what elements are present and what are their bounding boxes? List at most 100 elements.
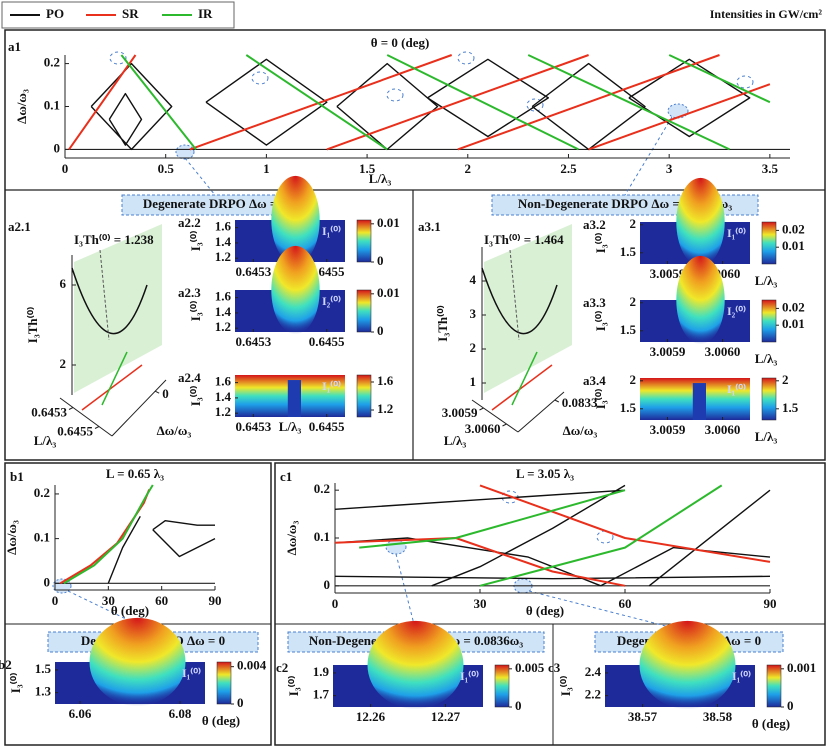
colorbar-tick-label: 0.005 [515, 660, 545, 675]
x-tick-label: 3.0059 [442, 405, 478, 420]
colorbar-tick-label: 0 [515, 698, 522, 713]
x-axis-label: L/λ₃ [369, 171, 392, 186]
leader [395, 553, 417, 633]
colorbar-tick-label: 0.001 [787, 660, 816, 675]
y-tick-label: 1.7 [313, 687, 330, 702]
x-tick-label: 6.08 [169, 706, 192, 721]
y-tick-label: 2.4 [585, 664, 602, 679]
y-tick-label: 1.6 [215, 219, 232, 234]
panel-label: a1 [8, 39, 21, 54]
y-axis-label: Δω/ω₃ [4, 520, 19, 555]
z-tick-label: 2 [470, 340, 477, 355]
x-axis-label: θ (deg) [111, 603, 149, 618]
x-tick-label: 0.6453 [235, 334, 271, 349]
panel-label: a2.4 [178, 370, 201, 385]
y-axis-label: I₃⁽⁰⁾ [593, 233, 608, 254]
panel-label: a3.4 [583, 373, 606, 388]
series-line [107, 515, 216, 584]
frame-a [4, 29, 826, 461]
inset-label: I₁⁽⁰⁾ [460, 669, 479, 683]
series-line [359, 484, 723, 587]
x-tick-label: 60 [619, 596, 632, 611]
spot [386, 88, 404, 102]
panel-label: a3.1 [418, 219, 441, 234]
y-tick-label: 0 [162, 386, 169, 401]
x-tick-label: 0 [52, 593, 59, 608]
y-tick-label: 0.1 [314, 529, 330, 544]
y-tick-label: 1.4 [215, 389, 232, 404]
panel-label: b1 [10, 469, 24, 484]
spot [457, 51, 475, 65]
x-tick-label: 12.27 [431, 709, 461, 724]
x-tick-label: 3.0060 [705, 422, 741, 437]
panel-label: a3.2 [583, 217, 606, 232]
spot [667, 103, 689, 119]
colorbar-tick-label: 1.2 [377, 401, 393, 416]
y-tick-label: 1.5 [620, 322, 637, 337]
y-tick-label: 0.2 [34, 485, 50, 500]
legend-box [1, 1, 235, 29]
heatmap-field [676, 255, 725, 345]
colorbar-tick-label: 1.5 [782, 400, 799, 415]
series-line [68, 54, 771, 151]
inset-label: I₁⁽⁰⁾ [727, 226, 746, 240]
y-axis-label: Δω/ω₃ [157, 423, 192, 438]
z-tick-label: 6 [60, 276, 67, 291]
y-tick-label: 0 [324, 577, 331, 592]
x-axis-label: L/λ₃ [755, 351, 778, 366]
colorbar-tick-label: 0 [237, 695, 244, 710]
panel-label: c2 [276, 660, 288, 675]
spot [175, 144, 195, 160]
units-note: Intensities in GW/cm² [710, 7, 823, 21]
legend-label: SR [122, 6, 139, 21]
y-tick-label: 0.1 [34, 530, 50, 545]
y-axis-label: I₃⁽⁰⁾ [188, 231, 203, 252]
curve-sr [491, 364, 553, 411]
x-tick-label: 3.0060 [705, 344, 741, 359]
colorbar [766, 664, 782, 708]
spot [736, 75, 754, 89]
heatmap-field [271, 245, 320, 335]
x-tick-label: 0 [62, 161, 69, 176]
heatmap-notch [692, 383, 706, 420]
series-line [334, 484, 771, 587]
x-axis-label: L/λ₃ [444, 433, 467, 448]
colorbar-tick-label: 0.01 [377, 285, 400, 300]
leader [509, 249, 520, 341]
x-axis-label: θ (deg) [526, 603, 564, 618]
plane [484, 224, 572, 393]
x-tick-label: 0.6453 [235, 419, 271, 434]
panel-label: c1 [280, 469, 292, 484]
y-tick-label: 2 [630, 294, 637, 309]
x-axis-label: L/λ₃ [755, 429, 778, 444]
heatmap-field [676, 177, 725, 267]
y-axis-label: I₃⁽⁰⁾ [8, 673, 23, 694]
frame-b [4, 462, 272, 746]
series-line [120, 54, 771, 151]
legend-label: IR [198, 6, 213, 21]
z-tick-label: 1 [470, 374, 477, 389]
chart-title: L = 0.65 λ₃ [106, 466, 164, 481]
inset-label: I₁⁽⁰⁾ [182, 666, 201, 680]
y-axis-label: I₃⁽⁰⁾ [558, 676, 573, 697]
colorbar-tick-label: 0.01 [782, 238, 805, 253]
y-tick [154, 390, 160, 394]
x-tick-label: 6.06 [69, 706, 92, 721]
colorbar-tick-label: 2 [782, 372, 789, 387]
colorbar [761, 221, 777, 265]
x-tick [94, 426, 100, 429]
spot [109, 51, 127, 65]
x-tick-label: 0.6453 [31, 404, 67, 419]
x-tick-label: 2.5 [560, 161, 577, 176]
x-axis-label: L/λ₃ [279, 419, 302, 434]
series-line [90, 58, 751, 151]
y-axis-label: I₃⁽⁰⁾ [593, 311, 608, 332]
y-tick-label: 1.6 [215, 289, 232, 304]
spot [526, 98, 544, 112]
x-tick-label: 0.5 [158, 161, 175, 176]
heatmap-field [89, 617, 186, 707]
y-axis [517, 391, 565, 433]
x-tick-label: 38.57 [628, 709, 658, 724]
colorbar-tick-label: 0.01 [377, 215, 400, 230]
leader [184, 157, 216, 196]
